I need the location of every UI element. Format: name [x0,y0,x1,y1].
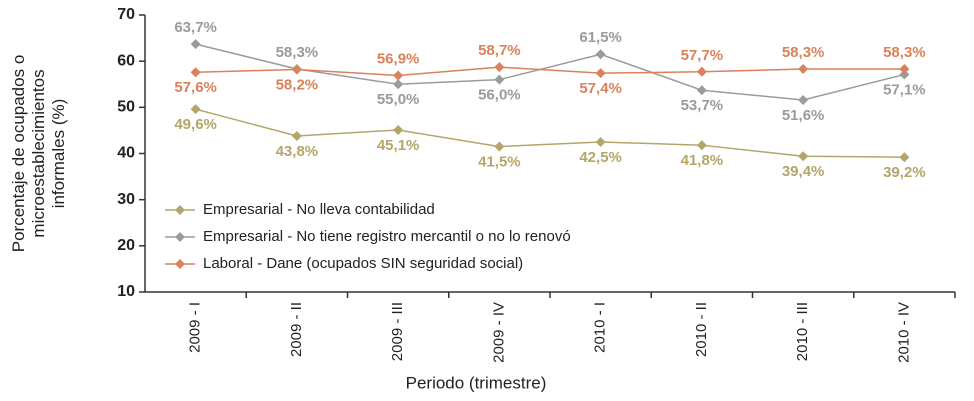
series-line [195,108,905,158]
legend-marker [175,232,185,242]
value-label: 58,7% [478,42,521,59]
point-marker [494,141,505,152]
value-label: 57,7% [681,47,724,64]
x-tick-label: 2010 - III [794,302,811,361]
point-marker [393,79,404,90]
value-label: 57,6% [174,79,217,96]
legend-label: Laboral - Dane (ocupados SIN seguridad s… [203,255,523,272]
point-marker [190,104,201,115]
y-tick-label: 70 [117,6,135,23]
value-label: 41,5% [478,154,521,171]
value-label: 56,9% [377,50,420,67]
point-marker [494,62,505,73]
y-axis-label: Porcentaje de ocupados omicroestablecimi… [9,55,68,253]
x-tick-label: 2009 - II [288,302,305,357]
legend-marker [175,259,185,269]
y-axis-label-line: microestablecimientos [29,69,48,237]
value-label: 63,7% [174,19,217,36]
value-label: 42,5% [579,149,622,166]
point-marker [696,66,707,77]
point-marker [494,74,505,85]
point-marker [291,130,302,141]
value-label: 58,3% [883,44,926,61]
value-label: 58,2% [276,76,319,93]
value-label: 45,1% [377,137,420,154]
point-marker [899,64,910,75]
y-axis-label-line: informales (%) [49,99,68,209]
point-marker [595,49,606,60]
x-tick-label: 2010 - II [693,302,710,357]
value-label: 39,4% [782,163,825,180]
value-label: 61,5% [579,29,622,46]
y-tick-label: 50 [117,99,135,116]
point-marker [393,124,404,135]
point-marker [899,69,910,80]
x-axis-label: Periodo (trimestre) [406,373,547,392]
point-marker [798,64,809,75]
point-marker [595,136,606,147]
point-marker [190,39,201,50]
y-tick-label: 10 [117,283,135,300]
value-label: 41,8% [681,152,724,169]
x-tick-label: 2010 - IV [895,302,912,363]
value-label: 56,0% [478,87,521,104]
point-marker [798,151,809,162]
point-marker [393,70,404,81]
legend-marker [175,205,185,215]
point-marker [798,94,809,105]
y-tick-label: 20 [117,237,135,254]
value-label: 51,6% [782,107,825,124]
value-label: 57,1% [883,82,926,99]
x-tick-label: 2009 - IV [490,302,507,363]
value-label: 53,7% [681,97,724,114]
series-line [195,43,905,101]
point-marker [291,64,302,75]
value-label: 55,0% [377,91,420,108]
value-label: 43,8% [276,143,319,160]
point-marker [696,140,707,151]
y-tick-label: 30 [117,191,135,208]
y-axis-label-line: Porcentaje de ocupados o [9,55,28,253]
value-label: 58,3% [276,44,319,61]
value-label: 49,6% [174,116,217,133]
value-label: 58,3% [782,44,825,61]
series-line [195,66,905,77]
value-label: 57,4% [579,80,622,97]
point-marker [190,67,201,78]
x-tick-label: 2009 - III [389,302,406,361]
legend-label: Empresarial - No tiene registro mercanti… [203,228,571,245]
point-marker [595,68,606,79]
x-tick-label: 2010 - I [592,302,609,353]
value-label: 39,2% [883,164,926,181]
legend-label: Empresarial - No lleva contabilidad [203,201,435,218]
x-tick-label: 2009 - I [187,302,204,353]
y-tick-label: 40 [117,145,135,162]
y-tick-label: 60 [117,52,135,69]
point-marker [899,152,910,163]
point-marker [696,85,707,96]
